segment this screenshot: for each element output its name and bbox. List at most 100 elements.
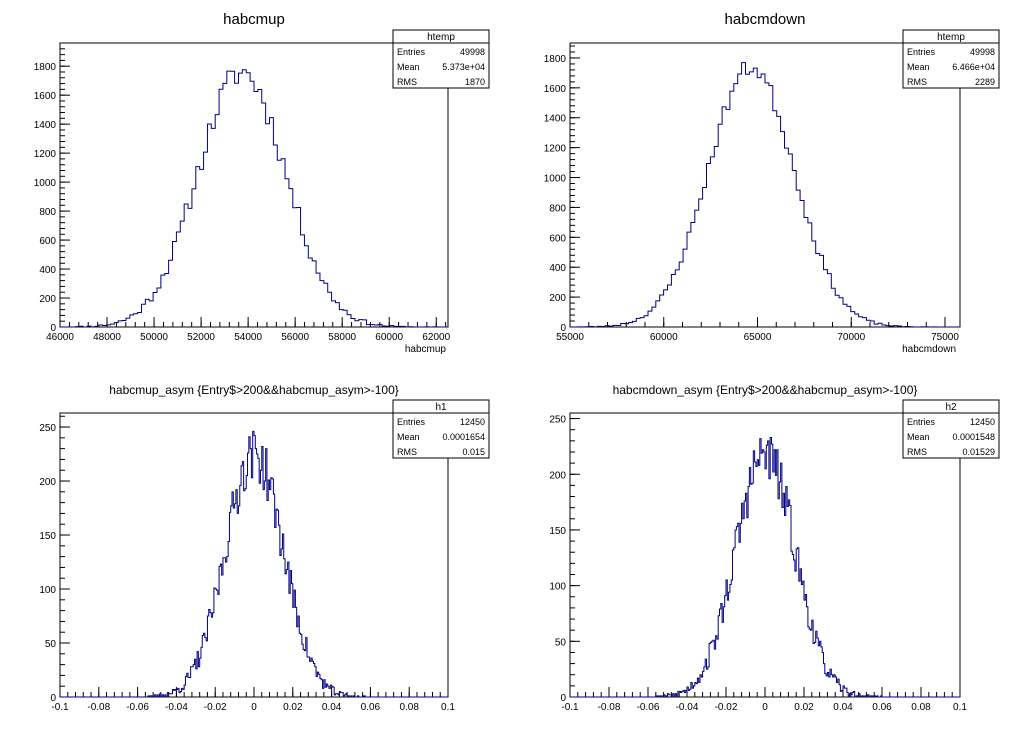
y-tick-label: 0 (50, 693, 56, 704)
x-tick-label: 0.08 (399, 702, 419, 713)
y-tick-label: 250 (549, 415, 566, 426)
stats-value-entries: 12450 (460, 417, 485, 427)
stats-value-rms: 0.015 (462, 447, 485, 457)
y-tick-label: 1600 (544, 84, 567, 95)
x-tick-label: 0.08 (911, 702, 931, 713)
y-tick-label: 200 (39, 477, 56, 488)
histogram-bars (60, 430, 448, 698)
y-tick-label: 50 (555, 637, 567, 648)
stats-value-rms: 0.01529 (962, 447, 995, 457)
chart-title: habcmup (223, 11, 285, 28)
stats-title: htemp (937, 32, 965, 43)
stats-value-mean: 6.466e+04 (952, 62, 995, 72)
x-tick-label: 52000 (187, 332, 215, 343)
stats-box: h2 Entries 12450 Mean 0.0001548 RMS 0.01… (902, 399, 1000, 459)
y-tick-label: 1000 (544, 174, 567, 185)
x-tick-label: 75000 (931, 332, 959, 343)
x-tick-label: 55000 (556, 332, 584, 343)
panel-habcmdown-asym: habcmdown_asym {Entry$>200&&habcmup_asym… (549, 383, 1000, 713)
x-axis: -0.1 -0.08 -0.06 -0.04 -0.02 0 0.02 0.04 0.06 0.0… (51, 687, 455, 713)
stats-label-entries: Entries (907, 47, 936, 57)
y-axis: 0 200 400 600 800 1000 1200 1400 1600 1800 (34, 42, 70, 334)
panel-habcmup: habcmup 0 200 400 600 800 1000 1200 1400 1600 180… (34, 11, 490, 355)
x-tick-label: 0.1 (953, 702, 967, 713)
y-tick-label: 600 (549, 233, 566, 244)
y-tick-label: 250 (39, 423, 56, 434)
chart-title: habcmdown_asym {Entry$>200&&habcmup_asym… (613, 383, 918, 397)
y-axis: 0 200 400 600 800 1000 1200 1400 1600 1800 (544, 45, 580, 334)
y-tick-label: 400 (39, 265, 56, 276)
stats-frame (392, 29, 490, 89)
y-tick-label: 100 (549, 582, 566, 593)
stats-label-rms: RMS (397, 447, 417, 457)
stats-value-entries: 49998 (460, 47, 485, 57)
stats-label-entries: Entries (907, 417, 936, 427)
x-axis-label: habcmdown (902, 344, 956, 355)
histogram-bars (570, 437, 960, 698)
x-tick-label: 0.02 (794, 702, 814, 713)
x-tick-label: 60000 (375, 332, 403, 343)
x-tick-label: -0.04 (676, 702, 699, 713)
panel-habcmup-asym: habcmup_asym {Entry$>200&&habcmup_asym>-… (39, 383, 490, 713)
stats-value-rms: 2289 (975, 77, 995, 87)
stats-title: htemp (427, 32, 455, 43)
stats-label-entries: Entries (397, 47, 426, 57)
x-tick-label: -0.08 (598, 702, 621, 713)
stats-label-mean: Mean (907, 62, 930, 72)
stats-label-mean: Mean (907, 432, 930, 442)
histogram-outline (60, 69, 448, 328)
x-tick-label: 62000 (422, 332, 450, 343)
y-tick-label: 1200 (34, 149, 57, 160)
stats-label-mean: Mean (397, 62, 420, 72)
y-tick-label: 200 (549, 293, 566, 304)
stats-title: h2 (945, 402, 957, 413)
x-tick-label: 0 (251, 702, 257, 713)
stats-box: h1 Entries 12450 Mean 0.0001654 RMS 0.01… (392, 399, 490, 459)
x-tick-label: 60000 (650, 332, 678, 343)
x-tick-label: 0.04 (833, 702, 853, 713)
y-tick-label: 1600 (34, 91, 57, 102)
panel-habcmdown: habcmdown 0 200 400 600 800 1000 1200 1400 1600 1… (544, 11, 1000, 355)
stats-value-mean: 5.373e+04 (442, 62, 485, 72)
histogram-outline (570, 62, 960, 328)
x-tick-label: 0 (762, 702, 768, 713)
y-tick-label: 1400 (544, 114, 567, 125)
x-tick-label: -0.1 (561, 702, 579, 713)
x-axis: 55000 60000 65000 70000 75000 (556, 317, 959, 343)
stats-box: htemp Entries 49998 Mean 5.373e+04 RMS 1… (392, 29, 490, 89)
y-tick-label: 0 (560, 323, 566, 334)
histogram-bars (570, 62, 960, 328)
x-tick-label: 0.06 (361, 702, 381, 713)
stats-value-entries: 12450 (970, 417, 995, 427)
stats-value-mean: 0.0001654 (442, 432, 485, 442)
stats-value-entries: 49998 (970, 47, 995, 57)
x-tick-label: -0.06 (126, 702, 149, 713)
stats-title: h1 (435, 402, 447, 413)
x-tick-label: 0.04 (322, 702, 342, 713)
x-tick-label: 56000 (281, 332, 309, 343)
plot-frame (59, 42, 449, 328)
chart-title: habcmdown (725, 11, 806, 28)
x-axis-label: habcmup (405, 344, 447, 355)
y-tick-label: 200 (39, 294, 56, 305)
x-tick-label: -0.04 (165, 702, 188, 713)
stats-box: htemp Entries 49998 Mean 6.466e+04 RMS 2… (902, 29, 1000, 89)
x-tick-label: 46000 (46, 332, 74, 343)
x-tick-label: 50000 (140, 332, 168, 343)
x-tick-label: -0.02 (204, 702, 227, 713)
x-tick-label: 65000 (744, 332, 772, 343)
x-tick-label: -0.02 (715, 702, 738, 713)
stats-label-mean: Mean (397, 432, 420, 442)
y-tick-label: 800 (549, 203, 566, 214)
x-tick-label: 0.1 (441, 702, 455, 713)
y-tick-label: 800 (39, 207, 56, 218)
y-tick-label: 400 (549, 263, 566, 274)
stats-label-entries: Entries (397, 417, 426, 427)
stats-label-rms: RMS (907, 77, 927, 87)
stats-value-rms: 1870 (465, 77, 485, 87)
y-tick-label: 1400 (34, 120, 57, 131)
histogram-outline (60, 430, 448, 698)
y-axis: 0 50 100 150 200 250 (549, 415, 580, 704)
y-tick-label: 0 (560, 693, 566, 704)
